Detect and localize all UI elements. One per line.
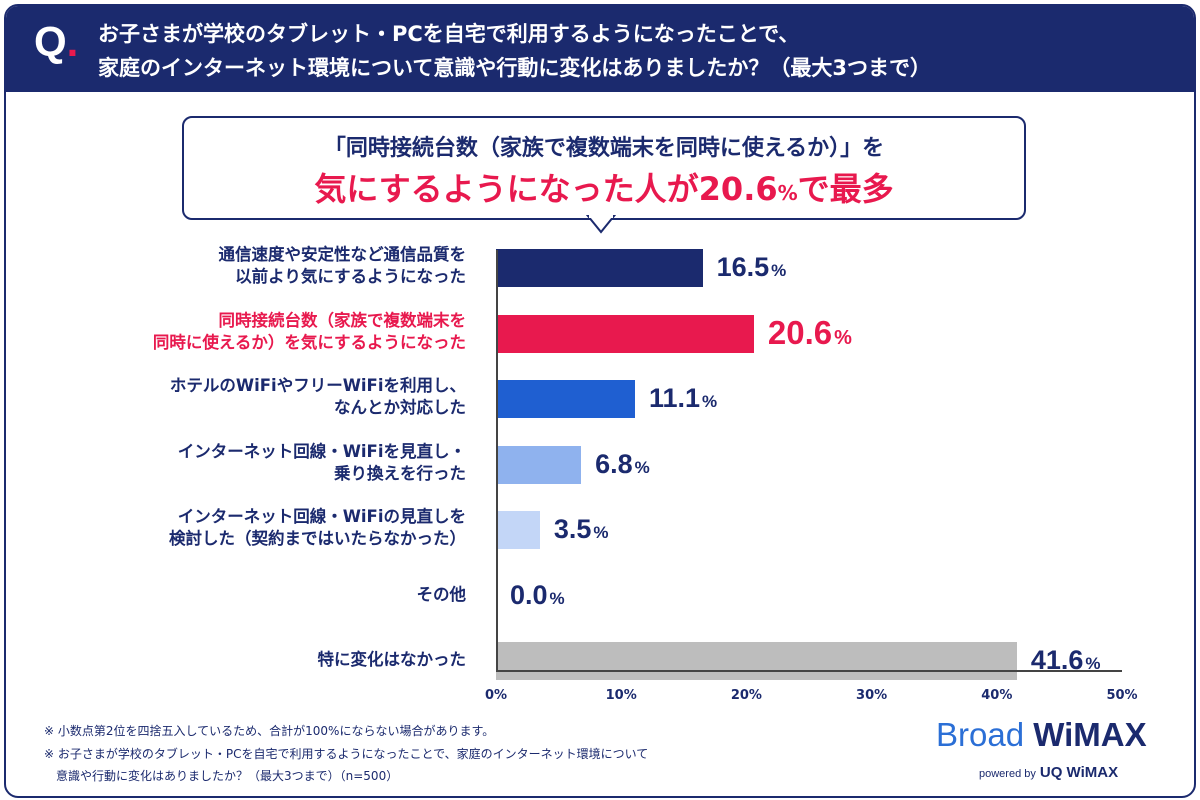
data-label-unit: %: [702, 392, 718, 411]
y-axis-line: [496, 250, 498, 671]
category-label: インターネット回線・WiFiを見直し・ 乗り換えを行った: [178, 441, 466, 485]
category-label-line2: なんとか対応した: [334, 398, 466, 417]
category-label: インターネット回線・WiFiの見直しを検討した（契約まではいたらなかった）: [169, 506, 466, 550]
bar: [496, 642, 1017, 680]
callout-line1: 「同時接続台数（家族で複数端末を同時に使えるか）」を: [323, 136, 885, 161]
data-label-unit: %: [634, 457, 650, 477]
footnote-2: ※ お子さまが学校のタブレット・PCを自宅で利用するようになったことで、家庭のイ…: [44, 747, 649, 761]
callout-tail: [585, 214, 617, 234]
callout-line2: 気にするようになった人が20.6%で最多: [184, 164, 1024, 210]
question-header: Q. お子さまが学校のタブレット・PCを自宅で利用するようになったことで、 家庭…: [6, 6, 1194, 92]
x-tick-label: 50%: [1106, 688, 1138, 703]
powered-by-logo: powered by UQ WiMAX: [979, 764, 1118, 781]
question-mark-dot: .: [66, 18, 79, 65]
data-label-value: 0.0: [510, 579, 548, 610]
category-label: 通信速度や安定性など通信品質を以前より気にするようになった: [219, 244, 467, 288]
data-label-value: 6.8: [595, 448, 633, 479]
bar: [496, 249, 703, 287]
category-label-line2: 以前より気にするようになった: [235, 267, 466, 286]
category-label: 特に変化はなかった: [318, 649, 467, 671]
data-label: 0.0%: [510, 580, 565, 611]
x-tick-label: 30%: [856, 688, 888, 703]
data-label-unit: %: [834, 326, 852, 349]
category-label-line1: その他: [416, 584, 467, 604]
logo-wimax: WiMAX: [1033, 716, 1147, 753]
footnote-1: ※ 小数点第2位を四捨五入しているため、合計が100%にならない場合があります。: [44, 724, 495, 738]
x-axis-line: [496, 670, 1122, 672]
category-label-line1: インターネット回線・WiFiの見直しを: [177, 507, 466, 526]
data-label: 16.5%: [717, 252, 787, 283]
infographic-frame: Q. お子さまが学校のタブレット・PCを自宅で利用するようになったことで、 家庭…: [4, 4, 1196, 798]
data-label-value: 3.5: [553, 514, 592, 544]
powered-by-text: powered by: [979, 768, 1036, 780]
category-label-line2: 検討した（契約まではいたらなかった）: [169, 529, 466, 548]
bar: [496, 380, 635, 418]
callout-prefix: 気にするようになった人が: [314, 170, 699, 208]
data-label-value: 16.5: [716, 252, 770, 282]
bar: [496, 511, 540, 549]
category-label-line1: インターネット回線・WiFiを見直し・: [177, 441, 466, 461]
data-label: 20.6%: [768, 314, 852, 352]
data-label: 11.1%: [649, 383, 717, 414]
footnote-3: 意識や行動に変化はありましたか？（最大3つまで）（n=500）: [44, 769, 399, 783]
category-label-line2: 同時に使えるか）を気にするようになった: [152, 332, 466, 352]
x-tick-label: 0%: [484, 688, 508, 703]
question-mark: Q.: [34, 18, 79, 65]
data-label-value: 20.6: [767, 313, 833, 351]
x-tick-label: 10%: [605, 688, 637, 703]
callout-unit: %: [777, 181, 798, 205]
category-label: 同時接続台数（家族で複数端末を 同時に使えるか）を気にするようになった: [153, 310, 466, 354]
data-label: 6.8%: [595, 449, 650, 480]
data-label-value: 11.1: [648, 383, 701, 413]
bar: [496, 445, 582, 484]
logo-broad: Broad: [936, 716, 1025, 753]
category-label-line1: ホテルのWiFiやフリーWiFiを利用し、: [169, 376, 466, 395]
data-label-unit: %: [771, 261, 787, 280]
x-tick-label: 20%: [730, 688, 762, 703]
broad-wimax-logo: Broad WiMAX: [936, 716, 1147, 754]
uq-wimax-logo: UQ WiMAX: [1039, 764, 1119, 781]
data-label-unit: %: [1085, 654, 1101, 673]
category-label-line2: 乗り換えを行った: [334, 463, 466, 483]
data-label-unit: %: [593, 523, 609, 542]
callout-suffix: で最多: [797, 170, 894, 208]
category-label: その他: [417, 584, 467, 606]
category-label: ホテルのWiFiやフリーWiFiを利用し、なんとか対応した: [170, 375, 466, 419]
category-label-line1: 特に変化はなかった: [317, 650, 467, 669]
data-label-unit: %: [549, 588, 565, 608]
x-tick-label: 40%: [981, 688, 1013, 703]
category-label-line1: 同時接続台数（家族で複数端末を: [218, 310, 467, 330]
data-label: 3.5%: [554, 514, 609, 545]
callout-value: 20.6: [698, 170, 778, 208]
category-label-line1: 通信速度や安定性など通信品質を: [218, 245, 467, 264]
bar: [496, 314, 754, 353]
highlight-callout: 「同時接続台数（家族で複数端末を同時に使えるか）」を 気にするようになった人が2…: [182, 116, 1026, 220]
question-text-line2: 家庭のインターネット環境について意識や行動に変化はありましたか？（最大3つまで）: [98, 56, 931, 80]
question-text-line1: お子さまが学校のタブレット・PCを自宅で利用するようになったことで、: [98, 22, 800, 46]
